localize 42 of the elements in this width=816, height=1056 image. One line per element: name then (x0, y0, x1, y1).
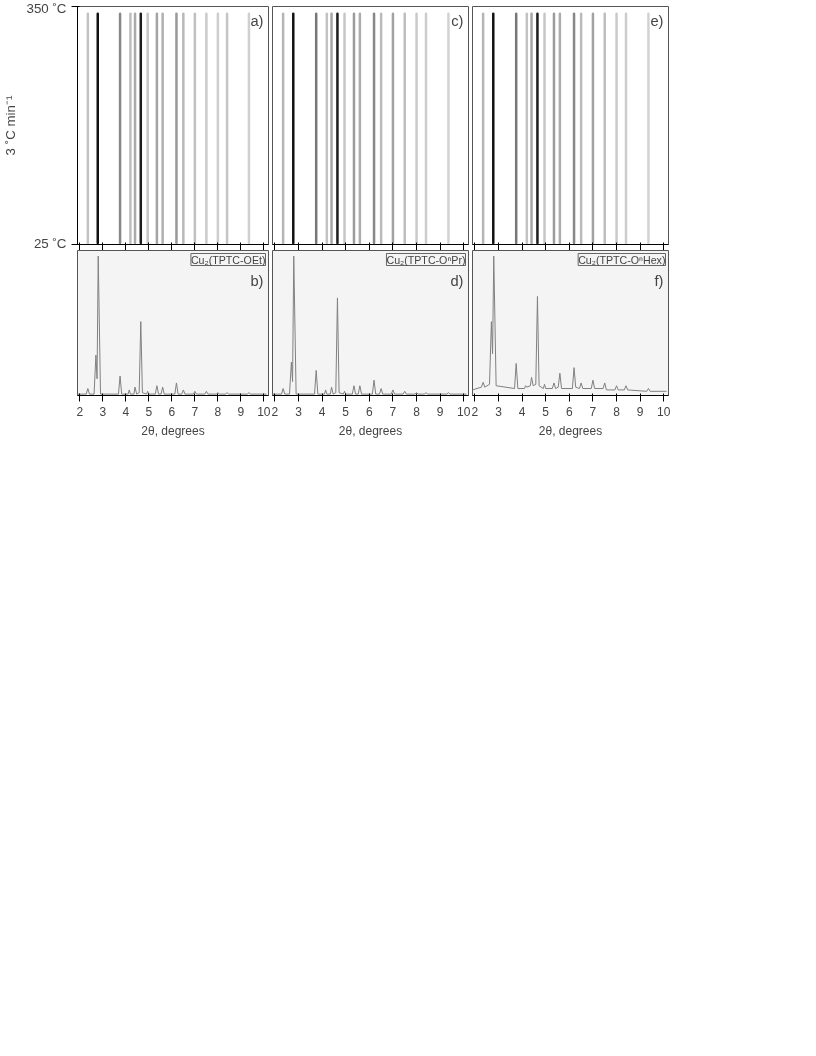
x-tick-label: 5 (145, 404, 153, 419)
x-tick-label: 6 (565, 404, 573, 419)
y-tick-label: 350 ˚C (26, 0, 67, 16)
x-tick-label: 6 (365, 404, 373, 419)
x-tick-label: 5 (542, 404, 550, 419)
x-tick-label: 7 (589, 404, 597, 419)
x-tick-label: 8 (613, 404, 621, 419)
annotation: f) (654, 272, 664, 289)
x-tick-label: 4 (518, 404, 526, 419)
annotation: e) (650, 12, 664, 29)
x-tick-label: 8 (214, 404, 222, 419)
x-tick-label: 5 (342, 404, 350, 419)
x-tick-label: 10 (657, 404, 671, 419)
x-tick-label: 2 (76, 404, 84, 419)
x-tick-label: 4 (122, 404, 130, 419)
x-tick-label: 10 (257, 404, 271, 419)
x-tick-label: 10 (457, 404, 471, 419)
annotation: a) (250, 12, 264, 29)
x-tick-label: 6 (168, 404, 176, 419)
x-tick-label: 7 (191, 404, 199, 419)
annotation: c) (451, 12, 464, 29)
x-tick-label: 4 (318, 404, 326, 419)
annotation: Cu₂(TPTC-OⁿHex) (578, 253, 666, 266)
x-axis-title: 2θ, degrees (538, 423, 603, 438)
x-tick-label: 9 (636, 404, 644, 419)
x-axis-title: 2θ, degrees (338, 423, 403, 438)
annotation: d) (450, 272, 464, 289)
annotation: b) (250, 272, 264, 289)
y-tick-label: 25 ˚C (33, 235, 67, 251)
x-tick-label: 9 (237, 404, 245, 419)
x-tick-label: 7 (389, 404, 397, 419)
x-tick-label: 8 (413, 404, 421, 419)
x-tick-label: 3 (495, 404, 503, 419)
x-tick-label: 2 (471, 404, 479, 419)
x-axis-title: 2θ, degrees (141, 423, 205, 438)
x-tick-label: 9 (436, 404, 444, 419)
annotation: Cu₂(TPTC-OⁿPr) (386, 253, 466, 266)
y-axis-title: 3 ˚C min⁻¹ (3, 95, 19, 156)
x-tick-label: 3 (295, 404, 303, 419)
annotation: Cu₂(TPTC-OEt) (190, 253, 266, 266)
x-tick-label: 3 (99, 404, 107, 419)
x-tick-label: 2 (271, 404, 279, 419)
